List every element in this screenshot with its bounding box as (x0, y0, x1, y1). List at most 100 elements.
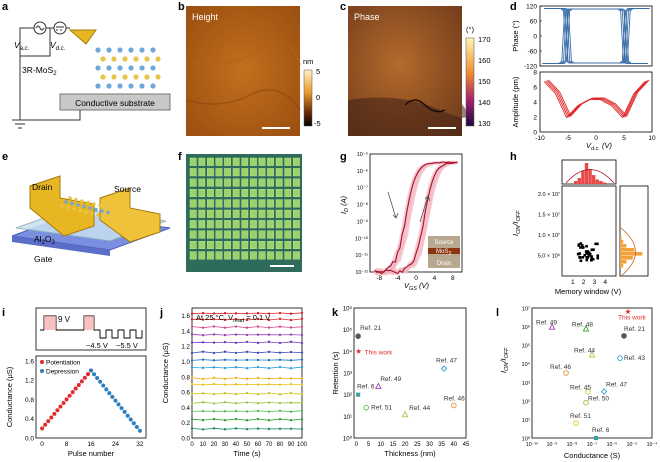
chart-d-phase: -120-60060120Phase (°) (511, 4, 652, 71)
device-cell (207, 210, 213, 218)
device-cell (224, 200, 230, 208)
tick-label-x: 30 (426, 442, 433, 448)
channel-atom (102, 215, 106, 219)
device-cell (233, 231, 239, 239)
colorbar-phase (466, 38, 474, 126)
tick-label-y: 1.4 (181, 328, 190, 335)
scatter-point (596, 257, 599, 260)
plot-frame (562, 186, 616, 276)
colorbar-phase-tick: 140 (478, 98, 491, 107)
device-cell (276, 168, 282, 176)
device-cell (259, 158, 265, 166)
tick-label-x: 10 (648, 135, 656, 142)
tick-label-y: 10⁶ (522, 324, 530, 331)
tick-label-y: 10⁵ (522, 343, 530, 350)
lattice-atom (122, 56, 127, 61)
histogram-bar-x (578, 178, 581, 184)
channel-atom (82, 205, 86, 209)
colorbar-phase-tick: 160 (478, 56, 491, 65)
point-label: Ref. 46 (444, 396, 465, 403)
point-label: Ref. 46 (550, 364, 571, 371)
lattice-atom (106, 83, 111, 88)
point-label: Ref. 47 (606, 382, 627, 389)
tick-label-y: 10⁷ (522, 306, 530, 313)
point-label: Ref. 49 (536, 320, 557, 327)
lattice-atom (133, 56, 138, 61)
vac-label: Va.c. (14, 40, 29, 52)
substrate-label: Conductive substrate (75, 98, 155, 108)
scatter-point (589, 253, 592, 256)
histogram-bar-y (620, 236, 622, 240)
depression-point (113, 399, 117, 403)
potentiation-point (43, 423, 47, 427)
channel-atom (70, 202, 74, 206)
legend-marker (40, 369, 44, 373)
tick-label-y: 4 (533, 100, 537, 107)
axis-label-y: ION/IOFF (511, 210, 522, 236)
tick-label-y: 2 (533, 115, 537, 122)
device-cell (233, 210, 239, 218)
depression-point (135, 425, 139, 429)
depression-point (117, 402, 121, 406)
channel-atom (92, 202, 96, 206)
pulse-high-label: 9 V (58, 315, 71, 324)
marker-star (625, 309, 631, 315)
tick-label-x: 1 (571, 279, 575, 286)
point-label: Ref. 6 (357, 384, 375, 391)
panel-b-letter: b (178, 1, 185, 13)
tick-label-x: 16 (87, 441, 95, 448)
panel-j-letter: j (159, 307, 163, 319)
tick-label-y: 10⁴ (343, 349, 353, 356)
panel-b: b Height nm 5 0 -5 (178, 1, 321, 136)
tick-label-y: -60 (528, 49, 538, 56)
device-cell (267, 241, 273, 249)
device-cell (250, 241, 256, 249)
tick-label-y: 0.4 (25, 416, 34, 423)
histogram-bar-x (603, 183, 606, 185)
histogram-bar-y (620, 240, 623, 244)
lattice-atom (155, 74, 160, 79)
device-cell (207, 158, 213, 166)
tick-label-x: 10⁻⁷ (587, 442, 598, 448)
depression-point (104, 387, 108, 391)
device-cell (199, 220, 205, 228)
lattice-atom (133, 74, 138, 79)
point-label: Ref. 44 (574, 347, 595, 354)
device-cell (267, 189, 273, 197)
tick-label-y: 1.2 (181, 344, 190, 351)
device-cell (216, 231, 222, 239)
tick-label-y: 8 (533, 70, 537, 77)
vdc-label: Vd.c. (50, 40, 65, 52)
device-cell (233, 241, 239, 249)
tick-label-x: 100 (297, 442, 308, 448)
tick-label-x: 5 (622, 135, 626, 142)
tick-label-x: 10 (200, 442, 207, 448)
tick-label-y: 120 (526, 4, 537, 11)
device-cell (293, 200, 299, 208)
histogram-bar-x (592, 175, 595, 184)
tick-label-y: 10¹ (522, 418, 530, 424)
potentiation-point (58, 405, 62, 409)
lattice-atom (100, 56, 105, 61)
device-cell (190, 179, 196, 187)
point-label: Ref. 21 (360, 325, 381, 332)
device-cell (233, 200, 239, 208)
tick-label-y: 0.0 (25, 436, 34, 443)
point-label: Ref. 21 (624, 326, 645, 333)
lattice-atom (111, 74, 116, 79)
lattice-atom (128, 47, 133, 52)
chart-d-amplitude: 0 2 4 6 8 -10 -5 0 5 10 Amplitude (pm) Vd.c. (V) (511, 70, 656, 153)
lattice-atom (128, 65, 133, 70)
channel-atom (68, 196, 72, 200)
tick-label-y: 10⁻⁹ (357, 218, 368, 225)
device-cell (199, 200, 205, 208)
hysteresis-loop (546, 9, 647, 64)
marker-star (356, 348, 362, 354)
tick-label-y: 0 (533, 34, 537, 41)
device-cell (267, 210, 273, 218)
tick-label-x: 10 (377, 442, 384, 448)
depression-point (107, 391, 111, 395)
histogram-bar-x (599, 181, 602, 184)
lattice-atom (95, 83, 100, 88)
device-cell (259, 200, 265, 208)
